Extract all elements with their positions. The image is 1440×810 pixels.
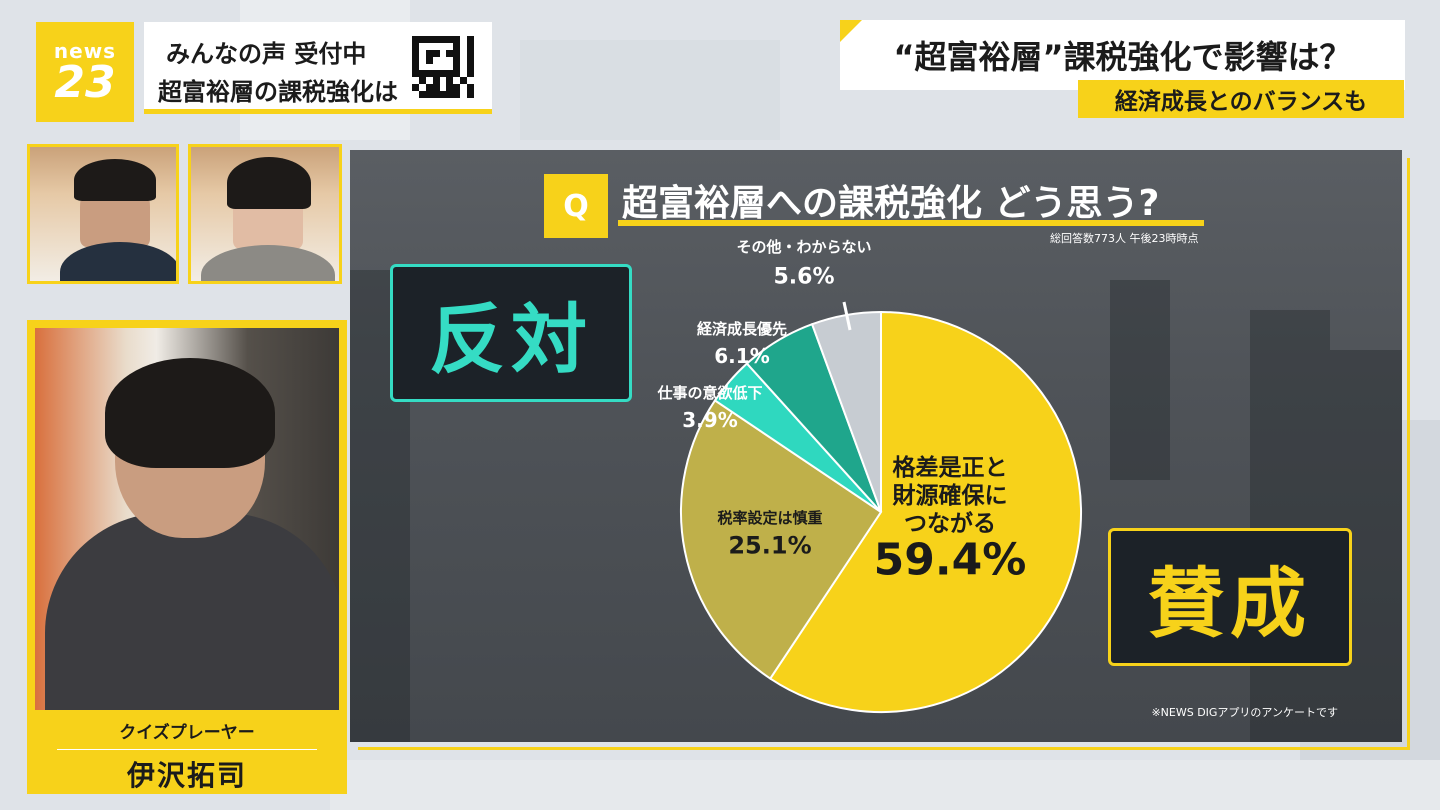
slice-1-wedge [680,399,883,680]
news23-logo: news 23 [36,22,134,122]
response-count-note: 総回答数773人 午後23時時点 [1050,232,1199,245]
slice-4-label: その他・わからない [736,238,871,256]
headline-box: “超富裕層”課税強化で影響は？ [840,20,1405,90]
presenter-hair [105,358,275,468]
qr-code-icon [412,36,474,98]
studio-camera-feed-left [27,144,179,284]
slice-4-value: 5.6% [773,265,834,290]
headline-corner-accent [840,20,862,42]
poll-chart-panel: Q 超富裕層への課税強化 どう思う? 総回答数773人 午後23時時点 反対 賛… [350,150,1402,742]
slice-3-value: 6.1% [714,344,769,368]
logo-news-text: news [53,39,117,63]
survey-footnote: ※NEWS DIGアプリのアンケートです [1151,706,1338,719]
anchor-hair [227,157,311,209]
slice-0-label: 格差是正と [893,454,1008,481]
anchor-suit [60,242,176,281]
headline-title: “超富裕層”課税強化で影響は？ [893,38,1352,76]
question-badge-letter: Q [563,188,589,224]
question-badge: Q [544,174,608,238]
name-divider [57,749,317,750]
title-underline [618,220,1204,226]
slice-0-wedge [768,310,1082,713]
voice-box-line2: 超富裕層の課税強化は [158,78,398,106]
studio-background [520,40,780,140]
slice-2-label: 仕事の意欲低下 [656,384,762,402]
slice-2-value: 3.9% [682,408,737,432]
anchor-hair [74,159,156,201]
subheadline-text: 経済成長とのバランスも [1114,89,1368,115]
presenter-name-bar: クイズプレーヤー 伊沢拓司 [27,710,347,794]
slice-1-label: 税率設定は慎重 [717,509,822,527]
agree-label: 賛成 [1148,559,1312,648]
subheadline-box: 経済成長とのバランスも [1078,80,1404,118]
chart-title: 超富裕層への課税強化 どう思う? [622,183,1160,224]
slice-other-leader-line [842,301,852,331]
logo-number-text: 23 [54,57,116,108]
agree-label-box: 賛成 [1108,528,1352,666]
slice-0-value: 59.4% [874,534,1027,585]
slice-3-label: 経済成長優先 [697,320,787,338]
presenter-name: 伊沢拓司 [126,759,247,792]
oppose-label-box: 反対 [390,264,632,402]
studio-camera-feed-right [188,144,342,284]
slice-1-value: 25.1% [728,531,811,559]
studio-background [330,760,1440,810]
viewer-voice-box: みんなの声 受付中 超富裕層の課税強化は [144,22,492,114]
voice-box-line1: みんなの声 受付中 [166,40,367,68]
presenter-role: クイズプレーヤー [119,723,255,743]
slice-0-label: 財源確保に [893,482,1008,509]
oppose-label: 反対 [429,295,593,384]
slice-0-label: つながる [904,510,996,537]
